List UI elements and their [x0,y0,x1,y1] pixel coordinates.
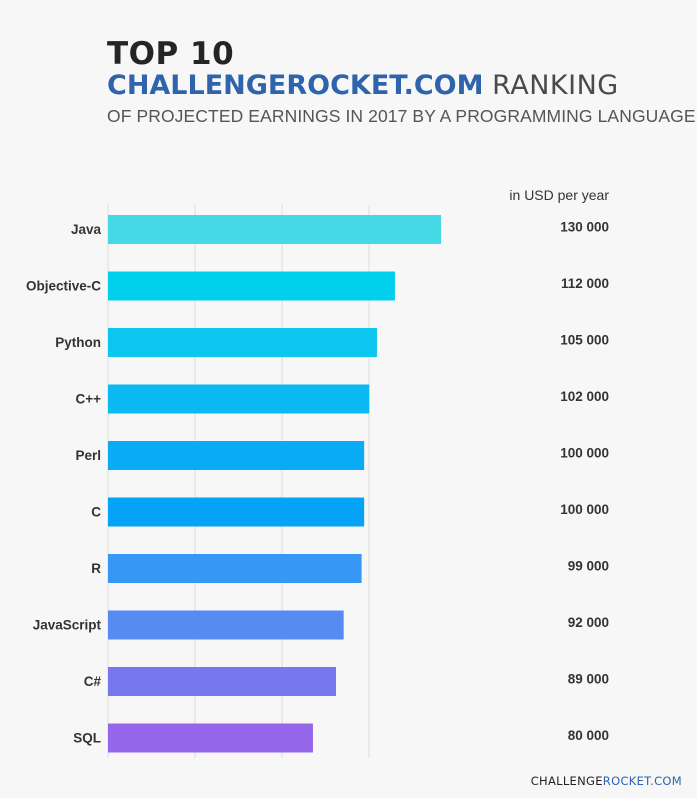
bar [108,610,344,640]
bar [108,723,313,753]
bar [108,667,336,696]
category-label: C++ [75,392,101,407]
category-label: SQL [73,731,101,746]
category-label: C [91,505,101,520]
bar [108,554,362,583]
footer-brand: CHALLENGEROCKET.COM [531,774,682,788]
value-label: 89 000 [568,672,609,687]
unit-label: in USD per year [509,187,609,203]
bar [108,271,395,301]
footer-brand-part1: CHALLENGE [530,774,603,788]
bar [108,497,365,527]
category-label: C# [84,674,102,689]
bar [108,441,365,470]
value-label: 112 000 [561,276,609,291]
value-label: 100 000 [560,446,609,461]
brand-title: CHALLENGEROCKET.COM [107,70,484,101]
bar [108,215,441,244]
value-label: 105 000 [560,333,609,348]
ranking-title: RANKING [492,70,619,101]
bar [108,384,370,414]
category-label: R [91,561,101,576]
category-label: Python [55,335,101,350]
bar [108,328,377,357]
chart-subtitle: OF PROJECTED EARNINGS IN 2017 BY A PROGR… [107,106,696,126]
value-label: 92 000 [568,615,609,630]
category-label: Perl [75,448,101,463]
chart-title-top: TOP 10 [107,36,235,72]
category-label: Java [71,222,102,237]
value-label: 130 000 [560,220,609,235]
category-label: JavaScript [33,618,102,633]
chart-title-line2: CHALLENGEROCKET.COM RANKING [107,70,619,101]
value-label: 80 000 [568,728,609,743]
category-label: Objective-C [26,279,101,294]
value-label: 100 000 [560,502,609,517]
footer-brand-part2: ROCKET.COM [602,774,682,788]
value-label: 102 000 [560,389,609,404]
value-label: 99 000 [568,559,609,574]
